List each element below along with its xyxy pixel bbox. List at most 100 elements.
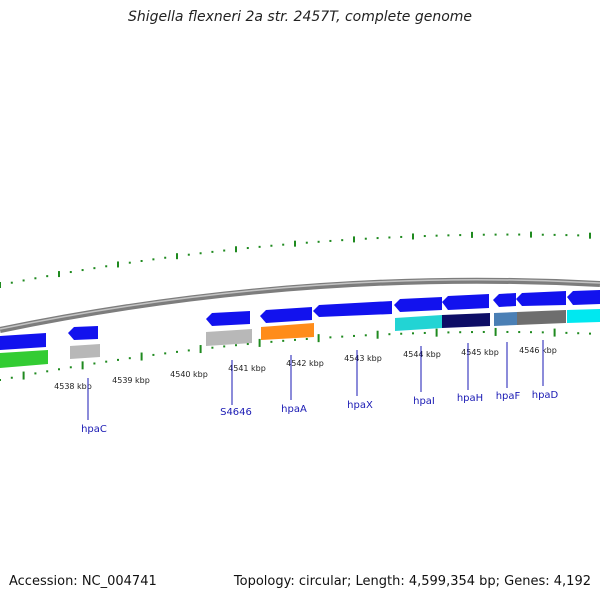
cds-arrow[interactable] [567, 290, 600, 305]
gene-label[interactable]: hpaF [496, 391, 521, 402]
gene-block[interactable] [0, 350, 48, 368]
scale-dot [10, 281, 13, 284]
scale-dot [530, 331, 532, 334]
scale-dot [128, 357, 131, 360]
gene-label[interactable]: hpaD [532, 390, 559, 401]
genome-backbone-highlight [0, 278, 600, 330]
scale-dot [199, 252, 202, 255]
gene-label[interactable]: hpaC [81, 424, 107, 435]
cds-arrow[interactable] [0, 333, 46, 350]
scale-dot [223, 345, 226, 348]
scale-label: 4538 kbp [54, 382, 92, 391]
scale-dot [565, 331, 568, 334]
scale-dot [187, 349, 190, 352]
scale-dot [341, 335, 344, 338]
scale-dot [282, 339, 285, 342]
scale-dot [187, 253, 190, 256]
scale-dot [211, 250, 214, 253]
cds-arrow[interactable] [493, 293, 516, 307]
scale-dot [305, 241, 308, 244]
cds-arrow[interactable] [313, 301, 392, 317]
inner-scale-ticks [0, 327, 591, 381]
scale-dot [164, 352, 167, 355]
scale-dot [270, 244, 273, 247]
cds-arrow[interactable] [68, 326, 98, 340]
gene-block[interactable] [261, 323, 314, 340]
scale-dot [364, 334, 367, 337]
scale-dot [69, 366, 72, 369]
scale-dot [152, 353, 155, 356]
scale-dot [400, 332, 403, 335]
cds-arrow[interactable] [394, 297, 442, 312]
scale-label: 4540 kbp [170, 370, 208, 379]
scale-dot [58, 368, 60, 371]
outer-scale-ticks [0, 231, 591, 288]
scale-dot [353, 334, 355, 337]
gene-block[interactable] [494, 312, 517, 326]
scale-dot [93, 362, 96, 365]
scale-label: 4544 kbp [403, 350, 441, 359]
gene-block[interactable] [517, 310, 566, 325]
scale-dot [81, 269, 84, 272]
gene-label[interactable]: hpaI [413, 396, 435, 407]
scale-dot [565, 234, 568, 237]
gene-block[interactable] [395, 315, 442, 331]
gene-block[interactable] [442, 313, 490, 328]
scale-dot [93, 267, 96, 270]
scale-dot [246, 247, 249, 250]
genome-summary-text: Topology: circular; Length: 4,599,354 bp… [233, 574, 591, 589]
genome-backbone [0, 277, 600, 333]
scale-dot [128, 261, 131, 264]
scale-dot [423, 331, 426, 334]
scale-dot [518, 233, 521, 236]
scale-dot [459, 331, 462, 334]
scale-dot [258, 245, 261, 248]
scale-dot [105, 265, 108, 268]
scale-labels: 4538 kbp 4539 kbp 4540 kbp 4541 kbp 4542 kbp… [54, 346, 557, 391]
scale-dot [140, 259, 143, 262]
scale-label: 4539 kbp [112, 376, 150, 385]
cds-arrow[interactable] [206, 311, 250, 326]
scale-dot [388, 236, 391, 239]
scale-dot [329, 336, 332, 339]
scale-dot [46, 370, 49, 373]
scale-dot [482, 330, 485, 333]
cds-arrow[interactable] [260, 307, 312, 323]
scale-dot [518, 331, 521, 334]
scale-dot [364, 237, 367, 240]
scale-dot [400, 235, 403, 238]
scale-dot [577, 234, 580, 237]
accession-text: Accession: NC_004741 [9, 574, 157, 589]
gene-label[interactable]: hpaH [457, 393, 483, 404]
gene-block[interactable] [567, 309, 600, 323]
scale-dot [494, 233, 497, 236]
cds-arrow[interactable] [516, 291, 566, 306]
gene-label[interactable]: hpaX [347, 400, 373, 411]
gene-block[interactable] [70, 344, 100, 359]
scale-dot [447, 331, 450, 334]
scale-dot [10, 376, 13, 379]
gene-block[interactable] [206, 329, 252, 346]
cds-arrow[interactable] [442, 294, 489, 310]
scale-dot [376, 237, 379, 240]
scale-dot [105, 360, 108, 363]
scale-label: 4541 kbp [228, 364, 266, 373]
scale-dot [589, 332, 591, 335]
gene-label[interactable]: S4646 [220, 407, 252, 418]
scale-dot [482, 233, 485, 236]
scale-dot [305, 337, 308, 340]
scale-dot [211, 346, 214, 349]
scale-dot [577, 332, 580, 335]
gene-label[interactable]: hpaA [281, 404, 307, 415]
scale-dot [34, 277, 37, 280]
scale-dot [541, 331, 544, 334]
scale-dot [22, 279, 25, 282]
scale-dot [282, 243, 285, 246]
scale-dot [553, 233, 556, 236]
scale-dot [459, 234, 462, 237]
scale-dot [176, 350, 178, 353]
genome-title: Shigella flexneri 2a str. 2457T, complet… [127, 9, 473, 25]
scale-dot [471, 331, 473, 334]
scale-dot [117, 358, 119, 361]
